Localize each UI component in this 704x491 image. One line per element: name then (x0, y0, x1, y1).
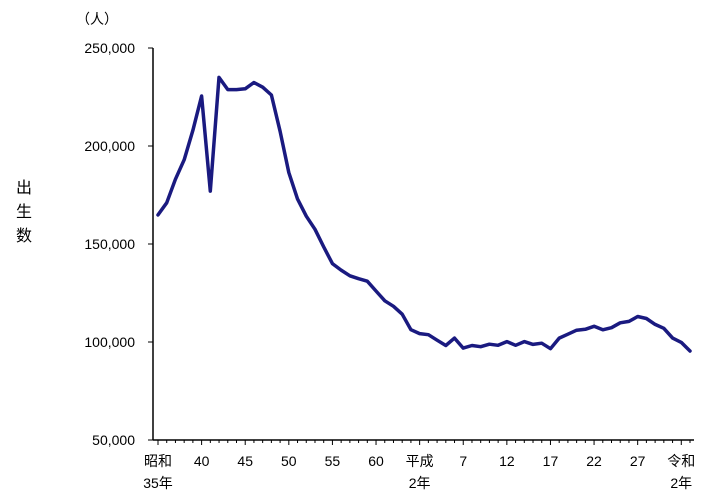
x-tick-label: 12 (499, 453, 515, 469)
y-tick-label: 50,000 (92, 432, 135, 448)
x-tick-label: 27 (630, 453, 646, 469)
x-tick-label: 令和 (667, 453, 695, 469)
y-axis-title-char: 数 (16, 226, 32, 245)
y-tick-label: 250,000 (84, 40, 135, 56)
axes (152, 48, 694, 441)
x-tick-label-line2: 2年 (670, 475, 692, 491)
x-tick-label-line2: 35年 (143, 475, 173, 491)
y-unit-label: （人） (76, 12, 118, 28)
y-axis-title: 出生数 (16, 178, 32, 245)
y-tick-label: 200,000 (84, 138, 135, 154)
birth-count-line (156, 75, 692, 353)
x-tick-label: 60 (368, 453, 384, 469)
x-tick-label: 50 (281, 453, 297, 469)
y-axis-ticks: 250,000 200,000 150,000 100,000 50,000 (84, 40, 153, 448)
x-tick-label: 17 (543, 453, 559, 469)
x-tick-label: 22 (586, 453, 602, 469)
x-tick-label: 40 (194, 453, 210, 469)
x-tick-label: 45 (237, 453, 253, 469)
y-tick-label: 100,000 (84, 334, 135, 350)
x-tick-label: 55 (325, 453, 341, 469)
x-tick-label-line2: 2年 (409, 475, 431, 491)
x-tick-label: 7 (459, 453, 467, 469)
x-tick-label: 平成 (406, 453, 434, 469)
y-axis-title-char: 生 (16, 202, 32, 221)
x-axis-ticks: 昭和 35年 40 45 50 55 60 平成 2年 7 12 17 22 27 令和 2年 (143, 440, 695, 491)
y-axis-title-char: 出 (16, 178, 32, 197)
x-tick-label: 昭和 (144, 453, 172, 469)
y-tick-label: 150,000 (84, 236, 135, 252)
